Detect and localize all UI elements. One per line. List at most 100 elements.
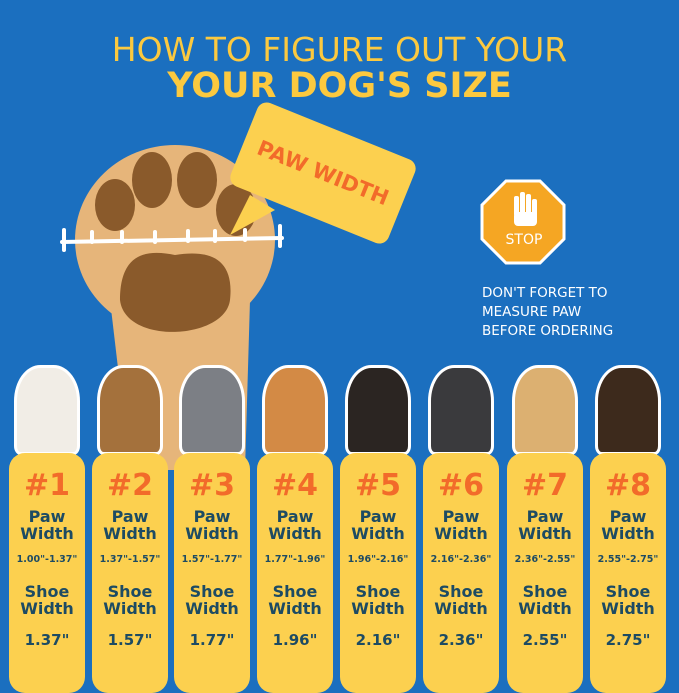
label-line: Shoe (605, 582, 651, 601)
label-line: Width (351, 599, 405, 618)
label-line: Width (351, 524, 405, 543)
label-line: Shoe (355, 582, 401, 601)
size-card: #7 Paw Width 2.36"-2.55" Shoe Width 2.55" (507, 453, 583, 693)
size-card: #4 Paw Width 1.77"-1.96" Shoe Width 1.96" (257, 453, 333, 693)
shoe-width-label: Shoe Width (9, 583, 85, 617)
ruler-icon (60, 224, 284, 252)
label-line: Paw (359, 507, 397, 526)
main-pad (120, 252, 231, 332)
stop-label: STOP (505, 232, 543, 248)
title-line-2: YOUR DOG'S SIZE (167, 66, 512, 106)
callout-text: PAW WIDTH (253, 135, 393, 211)
label-line: Paw (28, 507, 66, 526)
paw-width-label: Paw Width (174, 508, 250, 542)
paw-width-range: 2.55"-2.75" (597, 554, 659, 565)
label-line: Shoe (189, 582, 235, 601)
shoe-width-label: Shoe Width (590, 583, 666, 617)
shoe-width-value: 1.37" (24, 631, 70, 649)
size-number: #4 (271, 468, 318, 503)
hand-icon (514, 192, 537, 226)
label-line: Width (434, 599, 488, 618)
measure-note: DON'T FORGET TO MEASURE PAW BEFORE ORDER… (482, 284, 613, 341)
paw-width-range: 1.00"-1.37" (16, 554, 78, 565)
paw-illustration (60, 145, 566, 470)
toe-pad (95, 179, 135, 231)
label-line: Width (518, 599, 572, 618)
label-line: Width (20, 524, 74, 543)
dog-photo (179, 365, 245, 455)
size-card: #5 Paw Width 1.96"-2.16" Shoe Width 2.16" (340, 453, 416, 693)
label-line: Width (103, 524, 157, 543)
size-card: #8 Paw Width 2.55"-2.75" Shoe Width 2.75" (590, 453, 666, 693)
dog-photo (14, 365, 80, 455)
label-line: Shoe (24, 582, 70, 601)
dog-photo (262, 365, 328, 455)
paw-width-label: Paw Width (9, 508, 85, 542)
size-card: #6 Paw Width 2.16"-2.36" Shoe Width 2.36" (423, 453, 499, 693)
label-line: Width (268, 524, 322, 543)
label-line: Width (103, 599, 157, 618)
paw-width-range: 1.96"-2.16" (347, 554, 409, 565)
label-line: Width (434, 524, 488, 543)
paw-width-range: 1.57"-1.77" (181, 554, 243, 565)
label-line: Shoe (107, 582, 153, 601)
note-line: DON'T FORGET TO (482, 285, 608, 301)
shoe-width-label: Shoe Width (340, 583, 416, 617)
label-line: Width (185, 599, 239, 618)
shoe-width-label: Shoe Width (507, 583, 583, 617)
note-line: MEASURE PAW (482, 304, 582, 320)
size-card: #2 Paw Width 1.37"-1.57" Shoe Width 1.57" (92, 453, 168, 693)
label-line: Width (601, 524, 655, 543)
shoe-width-value: 2.36" (438, 631, 484, 649)
dog-photo (345, 365, 411, 455)
dog-photo (595, 365, 661, 455)
paw-width-label: Paw Width (423, 508, 499, 542)
label-line: Width (268, 599, 322, 618)
label-line: Shoe (438, 582, 484, 601)
toe-pad (132, 152, 172, 208)
size-card: #1 Paw Width 1.00"-1.37" Shoe Width 1.37" (9, 453, 85, 693)
bubble-tail (230, 195, 275, 235)
paw-width-label: Paw Width (340, 508, 416, 542)
dog-photo (512, 365, 578, 455)
shoe-width-value: 1.77" (189, 631, 235, 649)
label-line: Paw (526, 507, 564, 526)
size-number: #1 (23, 468, 70, 503)
paw-width-range: 1.37"-1.57" (99, 554, 161, 565)
dog-photo (97, 365, 163, 455)
shoe-width-value: 1.57" (107, 631, 153, 649)
paw-width-label: Paw Width (257, 508, 333, 542)
shoe-width-label: Shoe Width (174, 583, 250, 617)
size-number: #5 (354, 468, 401, 503)
label-line: Paw (111, 507, 149, 526)
shoe-width-value: 2.75" (605, 631, 651, 649)
dog-photo (428, 365, 494, 455)
label-line: Paw (276, 507, 314, 526)
label-line: Width (601, 599, 655, 618)
toe-pad (177, 152, 217, 208)
shoe-width-label: Shoe Width (92, 583, 168, 617)
shoe-width-value: 2.55" (522, 631, 568, 649)
label-line: Width (185, 524, 239, 543)
paw-width-label: Paw Width (590, 508, 666, 542)
title-line-1: HOW TO FIGURE OUT YOUR (111, 30, 568, 69)
size-number: #8 (604, 468, 651, 503)
paw-width-range: 1.77"-1.96" (264, 554, 326, 565)
shoe-width-label: Shoe Width (423, 583, 499, 617)
size-number: #6 (437, 468, 484, 503)
size-card: #3 Paw Width 1.57"-1.77" Shoe Width 1.77" (174, 453, 250, 693)
label-line: Shoe (522, 582, 568, 601)
label-line: Width (20, 599, 74, 618)
paw-width-range: 2.36"-2.55" (514, 554, 576, 565)
paw-width-label: Paw Width (507, 508, 583, 542)
shoe-width-value: 2.16" (355, 631, 401, 649)
size-number: #2 (106, 468, 153, 503)
size-number: #3 (188, 468, 235, 503)
shoe-width-value: 1.96" (272, 631, 318, 649)
paw-width-range: 2.16"-2.36" (430, 554, 492, 565)
note-line: BEFORE ORDERING (482, 323, 614, 339)
label-line: Shoe (272, 582, 318, 601)
label-line: Paw (442, 507, 480, 526)
label-line: Paw (193, 507, 231, 526)
size-number: #7 (521, 468, 568, 503)
